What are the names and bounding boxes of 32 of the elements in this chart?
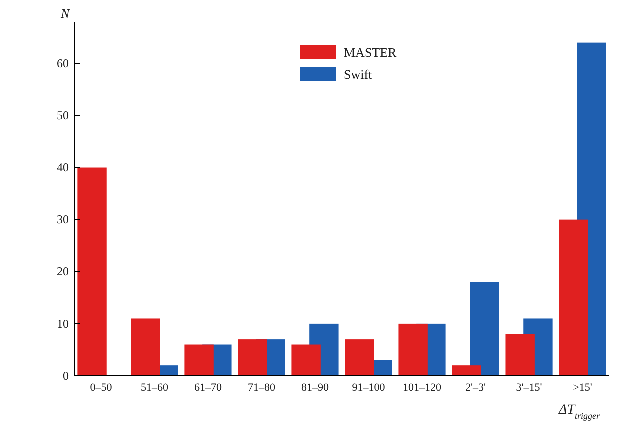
x-tick-label: >15': [573, 382, 592, 394]
bar: [345, 340, 374, 376]
y-tick-label: 50: [57, 108, 69, 123]
bar: [184, 344, 214, 376]
bar: [559, 220, 588, 376]
bar: [470, 282, 500, 376]
x-tick-label: 91–100: [352, 382, 386, 394]
y-tick-label: 20: [57, 264, 69, 279]
y-tick-label: 30: [57, 212, 69, 227]
x-tick-label: 61–70: [194, 382, 222, 394]
x-tick-label: 3'–15': [516, 382, 542, 394]
bar: [292, 344, 321, 376]
bar: [398, 324, 428, 376]
bar: [78, 168, 107, 376]
bar: [238, 340, 268, 376]
bar: [131, 318, 160, 376]
y-tick-label: 40: [57, 160, 69, 175]
bar: [452, 366, 482, 376]
legend-label: Swift: [344, 67, 373, 82]
y-tick-label: 0: [63, 368, 69, 383]
x-tick-label: 71–80: [248, 382, 276, 394]
y-axis-title: N: [60, 6, 71, 21]
x-tick-label: 101–120: [403, 382, 442, 394]
x-tick-label: 0–50: [90, 382, 113, 394]
legend-label: MASTER: [344, 45, 398, 60]
x-tick-label: 2'–3': [466, 382, 486, 394]
y-tick-label: 60: [57, 56, 69, 70]
bar: [506, 334, 535, 376]
x-tick-label: 81–90: [301, 382, 330, 394]
y-tick-label: 10: [57, 316, 69, 331]
x-tick-label: 51–60: [140, 382, 169, 394]
x-axis-title: ΔT$_{trigger}$: [558, 403, 601, 421]
